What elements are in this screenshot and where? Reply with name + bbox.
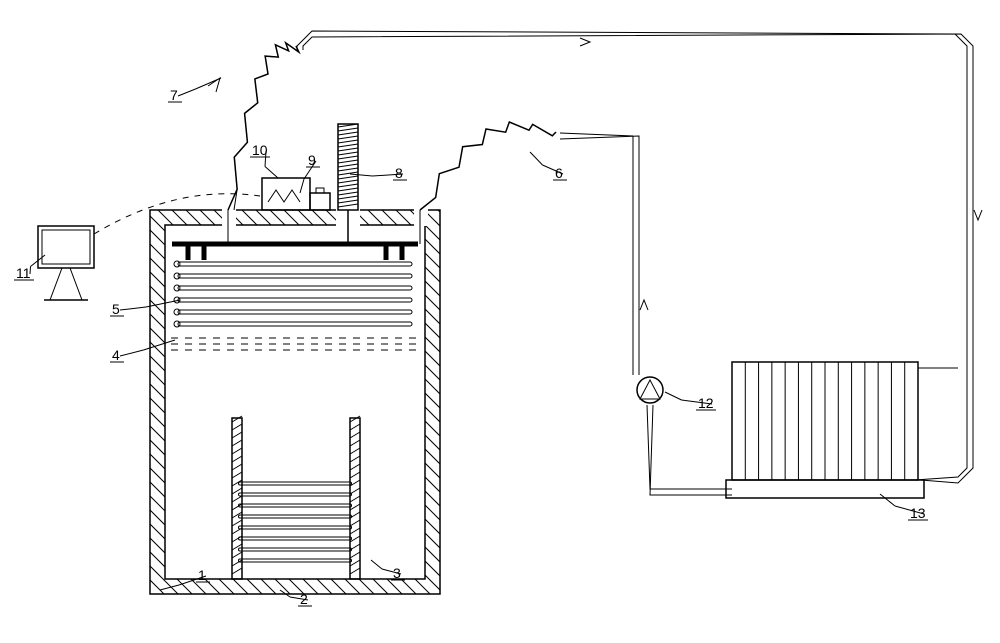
callout-10: 10 bbox=[252, 142, 268, 158]
callout-13: 13 bbox=[910, 505, 926, 521]
callout-1: 1 bbox=[198, 567, 206, 583]
callout-9: 9 bbox=[308, 152, 316, 168]
callout-6: 6 bbox=[555, 165, 563, 181]
callout-12: 12 bbox=[698, 395, 714, 411]
callout-5: 5 bbox=[112, 301, 120, 317]
callout-8: 8 bbox=[395, 165, 403, 181]
callout-2: 2 bbox=[300, 591, 308, 607]
callout-3: 3 bbox=[393, 565, 401, 581]
callout-7: 7 bbox=[170, 87, 178, 103]
callout-11: 11 bbox=[16, 265, 31, 281]
callout-4: 4 bbox=[112, 347, 120, 363]
